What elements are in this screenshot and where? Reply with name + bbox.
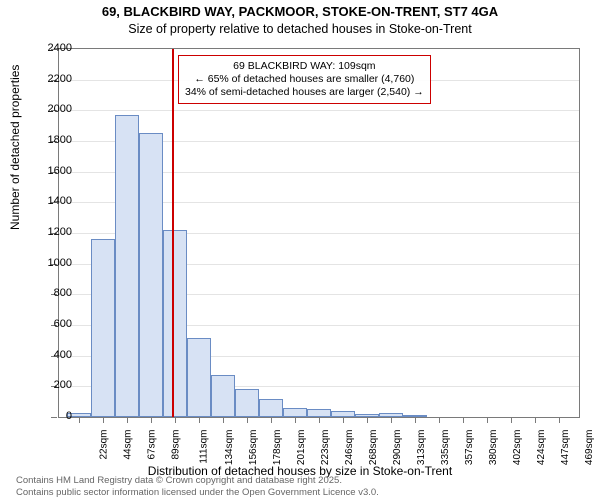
y-tick-label: 800 xyxy=(54,287,72,299)
y-tick-label: 1000 xyxy=(48,257,72,269)
y-tick-label: 1600 xyxy=(48,165,72,177)
annotation-box: 69 BLACKBIRD WAY: 109sqm← 65% of detache… xyxy=(178,55,431,104)
reference-line xyxy=(172,49,174,417)
histogram-bar xyxy=(187,338,211,417)
x-tick-label: 67sqm xyxy=(147,430,158,460)
title-line1: 69, BLACKBIRD WAY, PACKMOOR, STOKE-ON-TR… xyxy=(0,4,600,21)
footer-line1: Contains HM Land Registry data © Crown c… xyxy=(16,475,379,486)
footer-line2: Contains public sector information licen… xyxy=(16,487,379,498)
annotation-line2: ← 65% of detached houses are smaller (4,… xyxy=(185,73,424,86)
annotation-line3: 34% of semi-detached houses are larger (… xyxy=(185,86,424,99)
y-tick-label: 1400 xyxy=(48,195,72,207)
y-tick-label: 1800 xyxy=(48,134,72,146)
histogram-bar xyxy=(211,375,235,417)
histogram-bar xyxy=(91,239,115,417)
x-tick-label: 290sqm xyxy=(392,430,403,466)
x-tick-label: 469sqm xyxy=(584,430,595,466)
x-tick-label: 223sqm xyxy=(320,430,331,466)
histogram-bar xyxy=(235,389,259,417)
x-tick-label: 111sqm xyxy=(199,430,210,464)
annotation-line1: 69 BLACKBIRD WAY: 109sqm xyxy=(185,60,424,73)
histogram-bar xyxy=(163,230,187,417)
x-tick-label: 201sqm xyxy=(296,430,307,466)
x-tick-label: 22sqm xyxy=(99,430,110,460)
x-tick-label: 246sqm xyxy=(344,430,355,466)
y-tick-label: 2000 xyxy=(48,103,72,115)
histogram-bar xyxy=(307,409,331,417)
plot-area: 69 BLACKBIRD WAY: 109sqm← 65% of detache… xyxy=(58,48,580,418)
x-tick-label: 447sqm xyxy=(560,430,571,466)
y-axis-label: Number of detached properties xyxy=(8,65,22,230)
histogram-bar xyxy=(283,408,307,417)
y-tick-label: 600 xyxy=(54,318,72,330)
x-tick-label: 335sqm xyxy=(440,430,451,466)
y-tick-label: 400 xyxy=(54,349,72,361)
x-tick-label: 134sqm xyxy=(224,430,235,466)
x-tick-label: 44sqm xyxy=(123,430,134,460)
histogram-bar xyxy=(259,399,283,417)
x-tick-label: 268sqm xyxy=(368,430,379,466)
chart-area: 69 BLACKBIRD WAY: 109sqm← 65% of detache… xyxy=(58,48,580,418)
x-tick-label: 357sqm xyxy=(464,430,475,466)
y-tick-label: 2400 xyxy=(48,42,72,54)
y-tick-label: 2200 xyxy=(48,73,72,85)
y-tick-label: 200 xyxy=(54,379,72,391)
x-tick-label: 156sqm xyxy=(248,430,259,466)
x-tick-label: 380sqm xyxy=(488,430,499,466)
histogram-bar xyxy=(139,133,163,417)
y-tick-label: 1200 xyxy=(48,226,72,238)
x-tick-label: 313sqm xyxy=(416,430,427,466)
x-tick-label: 402sqm xyxy=(512,430,523,466)
x-tick-label: 89sqm xyxy=(171,430,182,460)
title-line2: Size of property relative to detached ho… xyxy=(0,21,600,37)
x-tick-label: 424sqm xyxy=(536,430,547,466)
footer-attribution: Contains HM Land Registry data © Crown c… xyxy=(16,475,379,498)
y-tick-label: 0 xyxy=(66,410,72,422)
histogram-bar xyxy=(115,115,139,417)
x-tick-label: 178sqm xyxy=(272,430,283,466)
